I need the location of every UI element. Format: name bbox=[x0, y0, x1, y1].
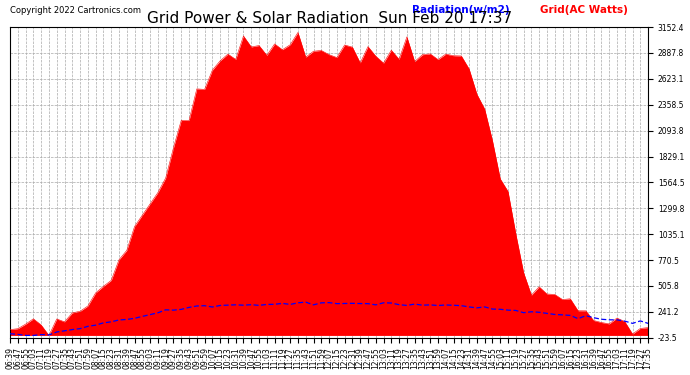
Text: Grid(AC Watts): Grid(AC Watts) bbox=[540, 4, 627, 15]
Title: Grid Power & Solar Radiation  Sun Feb 20 17:37: Grid Power & Solar Radiation Sun Feb 20 … bbox=[146, 11, 512, 26]
Text: Copyright 2022 Cartronics.com: Copyright 2022 Cartronics.com bbox=[10, 6, 141, 15]
Text: Radiation(w/m2): Radiation(w/m2) bbox=[412, 4, 510, 15]
